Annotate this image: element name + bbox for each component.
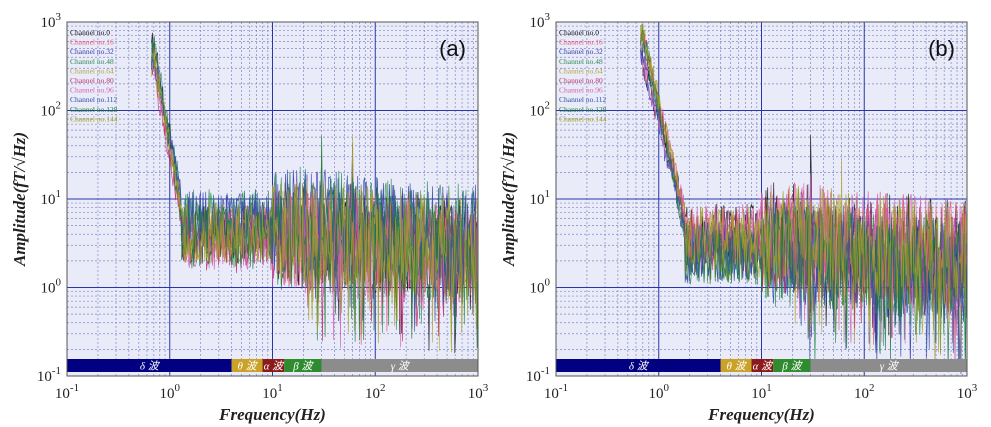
legend-entry: Channel no.48 — [559, 57, 603, 66]
y-tick-label: 101 — [41, 188, 62, 208]
band-label: β 波 — [292, 360, 314, 373]
panel-label: (b) — [928, 36, 955, 61]
band-bar — [321, 359, 478, 372]
band-bar — [67, 359, 232, 372]
x-tick-label: 102 — [854, 382, 875, 402]
band-label: θ 波 — [726, 360, 747, 373]
band-bar — [556, 359, 721, 372]
band-bar — [773, 359, 811, 372]
series-line — [640, 24, 968, 356]
series-line — [640, 29, 968, 373]
legend-entry: Channel no.64 — [70, 66, 114, 75]
y-tick-label: 102 — [530, 100, 551, 120]
band-label: δ 波 — [140, 360, 161, 373]
legend-entry: Channel no.96 — [70, 86, 114, 95]
y-tick-label: 102 — [41, 100, 62, 120]
band-label: θ 波 — [237, 360, 258, 373]
y-tick-label: 10-1 — [37, 365, 61, 385]
band-label: δ 波 — [629, 360, 650, 373]
y-tick-label: 101 — [530, 188, 551, 208]
legend-entry: Channel no.16 — [559, 38, 603, 47]
legend-entry: Channel no.32 — [70, 47, 114, 56]
x-tick-label: 102 — [365, 382, 386, 402]
x-tick-label: 10-1 — [544, 382, 568, 402]
x-axis-label: Frequency(Hz) — [218, 405, 326, 424]
band-bar — [262, 359, 285, 372]
series-group — [151, 32, 479, 354]
band-bar — [810, 359, 967, 372]
x-tick-label: 103 — [957, 382, 978, 402]
x-tick-label: 103 — [468, 382, 489, 402]
band-label: γ 波 — [391, 360, 411, 373]
y-tick-label: 100 — [530, 277, 551, 297]
y-tick-label: 10-1 — [526, 365, 550, 385]
legend-entry: Channel no.128 — [70, 105, 118, 114]
x-axis-label: Frequency(Hz) — [707, 405, 815, 424]
legend-entry: Channel no.80 — [559, 76, 603, 85]
x-tick-label: 100 — [649, 382, 670, 402]
legend-entry: Channel no.0 — [559, 28, 599, 37]
panel-label: (a) — [439, 36, 466, 61]
x-tick-label: 10-1 — [55, 382, 79, 402]
y-tick-label: 100 — [41, 277, 62, 297]
series-line — [640, 51, 968, 344]
y-axis-label: Amplitude(fT/√Hz) — [10, 132, 29, 267]
legend-entry: Channel no.144 — [70, 114, 118, 123]
series-line — [151, 46, 479, 353]
band-bar — [284, 359, 322, 372]
legend-entry: Channel no.144 — [559, 114, 607, 123]
legend-entry: Channel no.64 — [559, 66, 603, 75]
y-tick-label: 103 — [530, 11, 551, 31]
legend-entry: Channel no.80 — [70, 76, 114, 85]
band-bar — [231, 359, 263, 372]
legend-entry: Channel no.0 — [70, 28, 110, 37]
legend-entry: Channel no.128 — [559, 105, 607, 114]
x-tick-label: 101 — [262, 382, 283, 402]
x-tick-label: 101 — [751, 382, 772, 402]
legend-entry: Channel no.96 — [559, 86, 603, 95]
plot-frame — [66, 21, 479, 377]
legend-entry: Channel no.48 — [70, 57, 114, 66]
y-axis-label: Amplitude(fT/√Hz) — [499, 132, 518, 267]
band-label: α 波 — [264, 360, 286, 373]
band-bar — [751, 359, 774, 372]
chart-panel-b: δ 波 θ 波 α 波 β 波 γ 波 10-1 100 101 102 103 10-1 100 10… — [499, 11, 978, 424]
band-label: α 波 — [753, 360, 775, 373]
band-label: γ 波 — [880, 360, 900, 373]
legend-entry: Channel no.32 — [559, 47, 603, 56]
band-label: β 波 — [781, 360, 803, 373]
legend-entry: Channel no.112 — [559, 95, 606, 104]
legend-entry: Channel no.112 — [70, 95, 117, 104]
x-tick-label: 100 — [160, 382, 181, 402]
band-bar — [720, 359, 752, 372]
y-tick-label: 103 — [41, 11, 62, 31]
plot-frame — [555, 21, 968, 377]
legend-entry: Channel no.16 — [70, 38, 114, 47]
series-group — [640, 23, 968, 375]
chart-panel-a: δ 波 θ 波 α 波 β 波 γ 波 10-1 100 101 102 103 10-1 100 10… — [10, 11, 489, 424]
